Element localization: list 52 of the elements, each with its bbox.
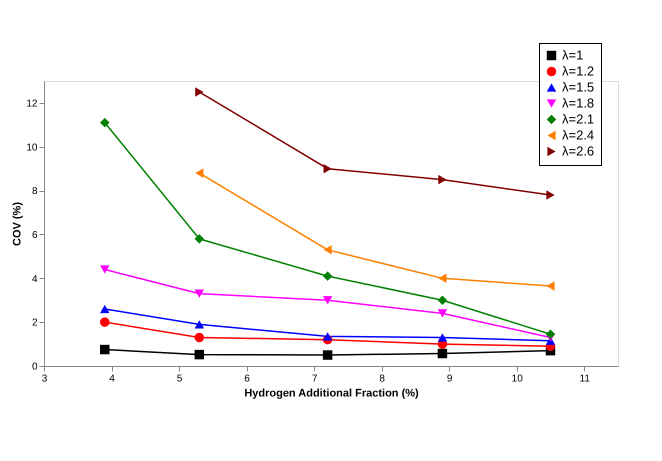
point xyxy=(194,350,204,360)
point xyxy=(324,164,332,174)
point xyxy=(546,190,555,200)
point xyxy=(100,344,110,354)
point xyxy=(324,245,332,255)
point xyxy=(195,168,204,178)
point xyxy=(438,309,448,318)
x-tick-label: 5 xyxy=(176,374,183,384)
point xyxy=(195,87,204,97)
legend-label: λ=2.4 xyxy=(562,128,594,142)
point xyxy=(546,281,555,291)
x-tick-label: 3 xyxy=(42,374,48,384)
legend-label: λ=2.6 xyxy=(562,144,594,158)
point xyxy=(438,174,447,184)
point xyxy=(438,333,448,342)
point xyxy=(194,320,204,328)
point xyxy=(194,332,204,342)
y-tick-label: 0 xyxy=(32,362,38,372)
y-tick-label: 6 xyxy=(32,230,38,241)
legend-label: λ=2.1 xyxy=(562,112,594,126)
x-tick-label: 10 xyxy=(512,374,524,384)
x-tick-label: 9 xyxy=(446,374,453,384)
point xyxy=(322,271,332,281)
point xyxy=(546,329,556,339)
x-axis-title: Hydrogen Additional Fraction (%) xyxy=(244,388,420,400)
y-tick-label: 10 xyxy=(26,142,38,154)
legend-label: λ=1.8 xyxy=(562,96,594,110)
point xyxy=(322,296,332,304)
y-tick-label: 8 xyxy=(32,186,38,198)
x-tick-label: 4 xyxy=(109,374,116,384)
point xyxy=(100,265,110,274)
y-tick-label: 12 xyxy=(26,98,38,110)
point xyxy=(100,317,110,327)
x-tick-label: 8 xyxy=(379,374,386,384)
point xyxy=(438,274,447,284)
y-tick-label: 2 xyxy=(32,318,38,329)
point xyxy=(438,295,448,305)
legend-label: λ=1 xyxy=(562,48,584,62)
legend-label: λ=1.5 xyxy=(562,80,594,94)
y-tick-label: 4 xyxy=(32,274,38,285)
legend-label: λ=1.2 xyxy=(562,64,594,78)
x-tick-label: 6 xyxy=(244,374,250,384)
y-axis-title: COV (%) xyxy=(11,202,24,246)
point xyxy=(322,350,332,360)
point xyxy=(100,118,110,128)
point xyxy=(194,234,204,244)
point xyxy=(438,348,448,358)
point xyxy=(100,304,110,314)
x-tick-label: 7 xyxy=(312,374,318,384)
point xyxy=(194,290,204,298)
point xyxy=(322,332,332,341)
x-tick-label: 11 xyxy=(580,374,590,384)
